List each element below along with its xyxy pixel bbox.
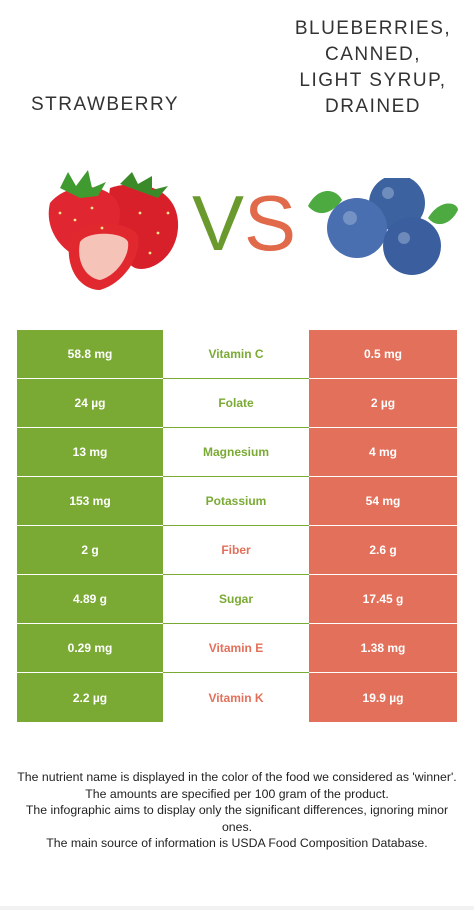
table-row: 0.29 mg Vitamin E 1.38 mg [17,624,457,673]
right-value: 2.6 g [309,526,457,575]
strawberry-image [48,170,179,290]
left-food-title: STRAWBERRY [30,94,180,115]
left-value: 2 g [17,526,163,575]
right-value: 0.5 mg [309,330,457,379]
nutrient-name: Magnesium [163,428,309,477]
footer-note: The nutrient name is displayed in the co… [17,770,457,784]
table-row: 58.8 mg Vitamin C 0.5 mg [17,330,457,379]
vs-s: S [244,179,297,267]
nutrient-name: Potassium [163,477,309,526]
comparison-table: 58.8 mg Vitamin C 0.5 mg 24 µg Folate 2 µg 13 … [17,330,457,722]
left-value: 0.29 mg [17,624,163,673]
left-value: 58.8 mg [17,330,163,379]
right-value: 54 mg [309,477,457,526]
right-food-title: BLUEBERRIES, CANNED, LIGHT SYRUP, DRAINE… [294,18,452,117]
nutrient-name: Sugar [163,575,309,624]
table-row: 4.89 g Sugar 17.45 g [17,575,457,624]
nutrient-name: Vitamin K [163,673,309,722]
nutrient-name: Folate [163,379,309,428]
table-row: 2 g Fiber 2.6 g [17,526,457,575]
table-row: 13 mg Magnesium 4 mg [17,428,457,477]
right-value: 17.45 g [309,575,457,624]
table-row: 24 µg Folate 2 µg [17,379,457,428]
left-value: 13 mg [17,428,163,477]
vs-v: V [192,179,245,267]
left-value: 2.2 µg [17,673,163,722]
nutrient-name: Vitamin C [163,330,309,379]
table-row: 153 mg Potassium 54 mg [17,477,457,526]
left-value: 24 µg [17,379,163,428]
right-value: 19.9 µg [309,673,457,722]
left-value: 4.89 g [17,575,163,624]
footer-note: The amounts are specified per 100 gram o… [85,786,389,801]
right-value: 4 mg [309,428,457,477]
table-row: 2.2 µg Vitamin K 19.9 µg [17,673,457,722]
bottom-divider [0,906,474,910]
footer-note: The main source of information is USDA F… [46,836,428,850]
right-value: 2 µg [309,379,457,428]
right-value: 1.38 mg [309,624,457,673]
nutrient-name: Fiber [163,526,309,575]
blueberries-image [308,178,458,275]
footer-notes: The nutrient name is displayed in the co… [12,769,462,852]
left-value: 153 mg [17,477,163,526]
footer-note: The infographic aims to display only the… [25,803,449,834]
vs-label: VS [192,178,296,268]
nutrient-name: Vitamin E [163,624,309,673]
